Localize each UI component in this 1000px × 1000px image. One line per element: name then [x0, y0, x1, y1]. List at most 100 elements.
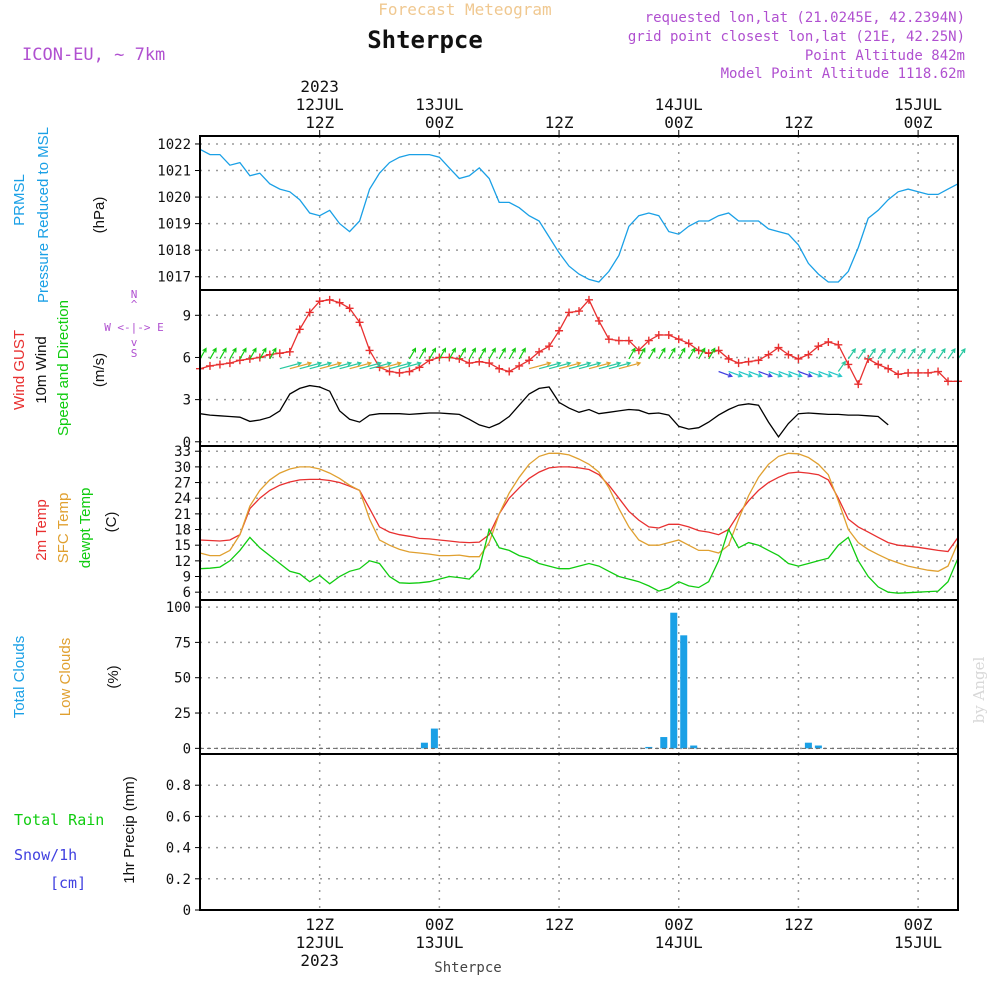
wind-direction-arrow	[249, 347, 257, 360]
wind-direction-arrow	[578, 361, 602, 370]
wind-direction-arrow	[399, 361, 422, 370]
top-time-label: 00Z	[664, 113, 693, 132]
gust-marker	[664, 330, 673, 339]
bottom-time-label: 00Z	[425, 915, 454, 934]
y-tick-label: 50	[174, 671, 191, 687]
wind-direction-arrow	[508, 347, 516, 360]
precip-unit: 1hr Precip (mm)	[121, 776, 138, 884]
wind-direction-arrow	[329, 361, 353, 370]
gust-marker	[515, 361, 524, 370]
meteogram-product-title: Forecast Meteogram	[378, 0, 551, 19]
wind-direction-arrow	[438, 347, 447, 360]
wind-direction-arrow	[299, 361, 323, 370]
gust-marker	[255, 353, 264, 362]
panel-frames	[199, 135, 959, 911]
wind-direction-arrow	[518, 347, 526, 360]
wind-direction-arrow	[937, 347, 946, 360]
gust-marker	[365, 346, 374, 355]
gust-marker	[894, 370, 903, 379]
y-tick-label: 33	[174, 444, 191, 460]
gust-marker	[395, 368, 404, 377]
top-time-label: 12Z	[784, 113, 813, 132]
gust-marker	[594, 316, 603, 325]
gust-marker	[305, 308, 314, 317]
gust-marker	[624, 336, 633, 345]
bottom-time-label: 12Z	[305, 915, 334, 934]
wind-direction-arrow	[458, 347, 466, 360]
wind-direction-arrow	[468, 347, 476, 360]
y-tick-label: 25	[174, 706, 191, 722]
precip-panel-labels: Total Rain Snow/1h [cm] 1hr Precip (mm)	[14, 776, 138, 892]
gust-marker	[774, 343, 783, 352]
wind-direction-arrow	[269, 347, 277, 360]
cloud-bar	[814, 745, 822, 749]
temp2m-line	[199, 466, 959, 553]
requested-coordinates: requested lon,lat (21.0245E, 42.2394N)	[645, 10, 965, 26]
top-time-label: 00Z	[425, 113, 454, 132]
y-tick-label: 0	[183, 435, 191, 451]
pressure-line	[199, 148, 959, 283]
y-tick-label: 18	[174, 523, 191, 539]
gust-marker	[475, 357, 484, 366]
gust-marker	[235, 356, 244, 365]
compass-down: v	[131, 336, 138, 349]
axis-labels: 1017101810191020102110220369691215182124…	[157, 77, 942, 970]
top-time-label: 12Z	[545, 113, 574, 132]
wind-direction-arrow	[957, 347, 966, 360]
wind-direction-arrow	[538, 361, 562, 370]
wind-direction-arrow	[658, 347, 666, 360]
wind-direction-arrow	[857, 347, 866, 360]
cloud-bar	[645, 746, 653, 749]
cloud-bar	[430, 728, 438, 749]
gust-marker	[924, 368, 933, 377]
pressure-panel-labels: PRMSL Pressure Reduced to MSL (hPa)	[11, 127, 108, 303]
wind-direction-arrow	[448, 347, 456, 360]
wind-direction-arrow	[428, 347, 437, 360]
wind-direction-arrow	[498, 347, 506, 360]
y-tick-label: 21	[174, 507, 191, 523]
gust-marker	[325, 295, 334, 304]
gust-marker	[205, 361, 214, 370]
gust-marker	[565, 308, 574, 317]
y-tick-label: 3	[183, 393, 191, 409]
y-tick-label: 0.6	[166, 809, 191, 825]
wind-direction-arrow	[389, 361, 413, 370]
wind-panel-labels: Wind GUST 10m Wind Speed and Direction (…	[11, 288, 164, 436]
gust-marker	[525, 356, 534, 365]
wind-direction-arrow	[568, 361, 592, 370]
wind-direction-arrow	[867, 347, 876, 360]
cloud-bar	[660, 737, 668, 749]
gust-marker	[794, 354, 803, 363]
cloud-panel-labels: Total Clouds Low Clouds (%)	[11, 636, 122, 719]
temp-unit: (C)	[103, 512, 120, 533]
wind-direction-arrow	[877, 347, 886, 360]
wind-direction-arrow	[548, 361, 572, 370]
temp2m-label: 2m Temp	[33, 499, 50, 560]
cloud-bar	[690, 745, 698, 749]
gust-label: Wind GUST	[11, 330, 28, 410]
wind-direction-arrow	[359, 361, 383, 370]
wind-direction-arrow	[907, 347, 916, 360]
wind-direction-arrow	[408, 347, 416, 360]
wind-direction-arrow	[319, 361, 343, 370]
total-clouds-label: Total Clouds	[11, 636, 28, 719]
wind-direction-arrow	[808, 370, 823, 378]
cloud-bar	[680, 635, 688, 749]
gust-marker	[684, 339, 693, 348]
grid-layer	[200, 136, 958, 911]
compass-rose: N ^ W <-|-> E v S	[104, 288, 164, 360]
grid-point-coordinates: grid point closest lon,lat (21E, 42.25N)	[628, 29, 965, 45]
y-tick-label: 1020	[157, 190, 191, 206]
wind-direction-arrow	[209, 347, 217, 360]
gust-marker	[724, 354, 733, 363]
y-tick-label: 6	[183, 350, 191, 366]
bottom-time-label: 12Z	[545, 915, 574, 934]
wind-direction-arrow	[748, 370, 763, 378]
y-tick-label: 0	[183, 903, 191, 919]
wind-direction-arrow	[778, 370, 793, 378]
gust-marker	[405, 367, 414, 376]
wind-direction-arrow	[239, 347, 247, 360]
bottom-time-label: 14JUL	[655, 933, 703, 952]
gust-marker	[215, 360, 224, 369]
